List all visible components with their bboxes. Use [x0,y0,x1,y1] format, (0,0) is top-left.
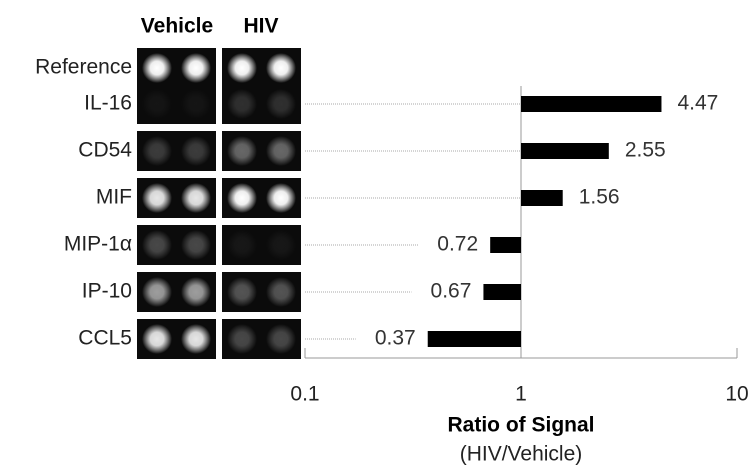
x-axis-title: Ratio of Signal [448,414,595,437]
blot-dot [181,230,211,260]
blot-dot [266,136,296,166]
bar [521,96,662,112]
x-tick-label: 1 [515,383,527,406]
blot-dot [227,324,257,354]
blot-dot [227,277,257,307]
blot-dot [227,183,257,213]
blot-dot [266,183,296,213]
blot-dot [266,230,296,260]
value-label: 0.37 [375,327,416,350]
blot-dot [142,136,172,166]
blot-dot [227,53,257,83]
blot-dot [227,136,257,166]
blot-dot [181,277,211,307]
bar [521,143,609,159]
value-label: 4.47 [677,92,718,115]
blot-dot [142,89,172,119]
category-label: CD54 [78,139,132,162]
blot-dot [181,183,211,213]
column-header: Vehicle [141,15,213,38]
reference-label: Reference [35,56,132,79]
blot-dot [142,230,172,260]
x-tick-label: 10 [725,383,748,406]
value-label: 1.56 [579,186,620,209]
category-label: IP-10 [82,280,132,303]
x-axis-subtitle: (HIV/Vehicle) [460,443,583,466]
blot-dot [181,53,211,83]
blot-dot [227,89,257,119]
blot-dot [142,277,172,307]
blot-dot [266,277,296,307]
blot-dot [181,89,211,119]
bar [490,237,521,253]
category-label: IL-16 [84,92,132,115]
blot-dot [181,324,211,354]
value-label: 2.55 [625,139,666,162]
blot-dot [266,89,296,119]
blot-dot [227,230,257,260]
blot-dot [142,324,172,354]
blot-dot [142,53,172,83]
bar [483,284,521,300]
category-label: MIF [96,186,132,209]
category-label: MIP-1α [64,233,132,256]
blot-dot [266,53,296,83]
category-label: CCL5 [78,327,132,350]
bar [427,331,521,347]
value-label: 0.72 [437,233,478,256]
blot-dot [266,324,296,354]
blot-dot [181,136,211,166]
value-label: 0.67 [431,280,472,303]
column-header: HIV [243,15,278,38]
bar [521,190,563,206]
blot-dot [142,183,172,213]
x-tick-label: 0.1 [290,383,319,406]
